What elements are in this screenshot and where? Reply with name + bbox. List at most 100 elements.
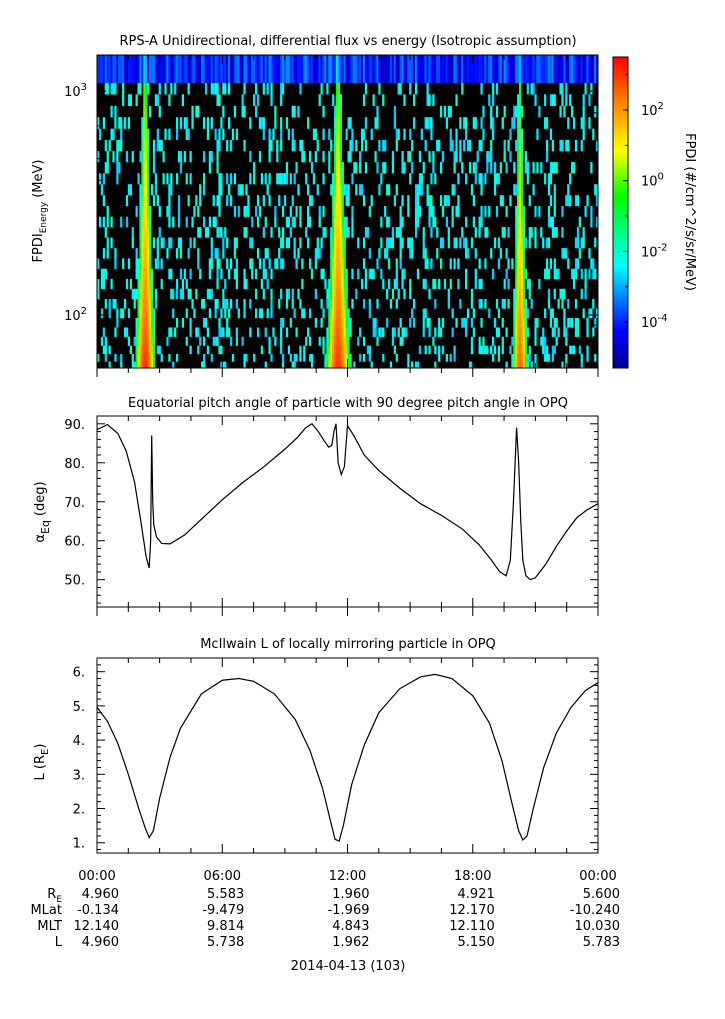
spectrogram-cell [332, 216, 335, 228]
spectrogram-cell [139, 151, 142, 163]
spectrogram-cell [110, 278, 113, 289]
spectrogram-cell [439, 195, 443, 207]
spectrogram-cell [374, 327, 377, 337]
spectrogram-cell [401, 268, 404, 280]
spectrogram-cell [563, 55, 566, 83]
spectrogram-cell [520, 128, 524, 141]
spectrogram-cell [210, 117, 213, 129]
spectrogram-cell [511, 55, 514, 83]
spectrogram-cell [339, 55, 343, 83]
spectrogram-cell [551, 345, 554, 355]
spectrogram-cell [517, 105, 520, 118]
spectrogram-cell [378, 184, 381, 196]
spectrogram-cell [549, 258, 553, 269]
spectrogram-cell [141, 117, 144, 129]
spectrogram-cell [368, 298, 371, 309]
spectrogram-cell [478, 139, 481, 152]
spectrogram-cell [370, 361, 373, 369]
spectrogram-cell [395, 353, 398, 362]
spectrogram-cell [204, 317, 208, 328]
spectrogram-cell [555, 336, 558, 346]
spectrogram-cell [143, 55, 146, 83]
spectrogram-cell [334, 288, 337, 300]
spectrogram-cell [343, 308, 346, 319]
spectrogram-cell [447, 237, 450, 249]
spectrogram-cell [563, 317, 566, 328]
spectrogram-cell [559, 139, 562, 152]
spectrogram-cell [170, 288, 173, 300]
spectrogram-cell [339, 162, 343, 174]
spectrogram-cell [176, 173, 179, 185]
spectrogram-cell [517, 117, 520, 129]
spectrogram-cell [137, 353, 140, 362]
spectrogram-cell [104, 55, 107, 83]
spectrogram-cell [343, 298, 346, 309]
spectrogram-cell [337, 184, 341, 196]
spectrogram-cell [572, 278, 576, 289]
spectrogram-cell [347, 151, 350, 163]
spectrogram-cell [147, 327, 150, 337]
spectrogram-cell [391, 55, 395, 83]
panel2-y-tick-label: 60. [64, 535, 85, 550]
spectrogram-cell [170, 268, 173, 280]
spectrogram-cell [465, 128, 468, 141]
spectrogram-cell [594, 317, 597, 328]
spectrogram-cell [237, 55, 240, 83]
spectrogram-cell [334, 105, 337, 118]
spectrogram-cell [222, 105, 225, 118]
spectrogram-cell [168, 184, 171, 196]
spectrogram-cell [414, 184, 418, 196]
spectrogram-cell [104, 345, 107, 355]
spectrogram-cell [341, 216, 344, 228]
panel2-title: Equatorial pitch angle of particle with … [128, 396, 568, 411]
spectrogram-cell [335, 151, 339, 163]
spectrogram-cell [229, 55, 233, 83]
spectrogram-cell [299, 345, 302, 355]
spectrogram-cell [507, 227, 510, 238]
spectrogram-cell [326, 55, 329, 83]
spectrogram-cell [515, 361, 518, 369]
spectrogram-cell [268, 173, 271, 185]
spectrogram-cell [216, 151, 219, 163]
spectrogram-cell [576, 227, 580, 238]
spectrogram-cell [343, 317, 346, 328]
spectrogram-cell [133, 288, 136, 300]
spectrogram-cell [256, 327, 260, 337]
spectrogram-cell [334, 195, 337, 207]
spectrogram-cell [578, 55, 581, 83]
spectrogram-cell [280, 94, 283, 106]
spectrogram-cell [280, 117, 283, 129]
spectrogram-cell [231, 128, 235, 141]
spectrogram-cell [187, 128, 190, 141]
spectrogram-cell [532, 162, 535, 174]
spectrogram-cell [526, 361, 529, 369]
spectrogram-cell [332, 336, 335, 346]
spectrogram-cell [335, 227, 339, 238]
spectrogram-cell [407, 55, 410, 83]
spectrogram-cell [106, 162, 109, 174]
spectrogram-cell [147, 288, 150, 300]
colorbar-tick-label-base: 10 [641, 104, 658, 119]
spectrogram-cell [563, 105, 566, 118]
spectrogram-cell [497, 308, 501, 319]
spectrogram-cell [295, 55, 298, 83]
spectrogram-cell [328, 288, 331, 300]
spectrogram-cell [522, 327, 526, 337]
spectrogram-cell [517, 308, 520, 319]
spectrogram-cell [544, 308, 547, 319]
spectrogram-cell [334, 361, 337, 369]
spectrogram-cell [139, 205, 142, 217]
spectrogram-cell [116, 151, 119, 163]
spectrogram-cell [330, 353, 333, 362]
spectrogram-cell [229, 173, 233, 185]
spectrogram-cell [416, 268, 420, 280]
spectrogram-cell [465, 55, 468, 83]
spectrogram-cell [424, 139, 427, 152]
spectrogram-cell [204, 55, 208, 83]
time-axis-labels: 00:00 06:00 12:00 18:00 00:00 [78, 869, 616, 884]
spectrogram-cell [98, 216, 102, 228]
spectrogram-cell [332, 288, 335, 300]
spectrogram-cell [295, 162, 298, 174]
panel1-y-axis-label-sub: Energy [39, 201, 49, 233]
spectrogram-cell [189, 173, 192, 185]
